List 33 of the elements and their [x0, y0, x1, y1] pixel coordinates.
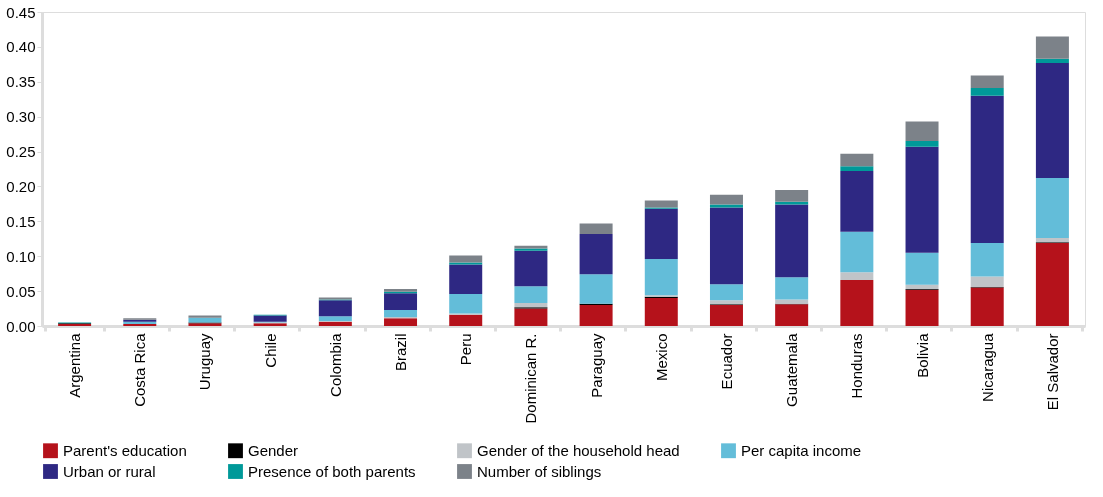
x-tick-label: Argentina [66, 332, 84, 398]
legend-label: Presence of both parents [248, 462, 416, 480]
legend-label: Gender [248, 441, 299, 459]
y-tick-label: 0.40 [6, 38, 36, 56]
x-tick-label: Dominican R. [522, 333, 540, 424]
legend-label: Urban or rural [63, 462, 156, 480]
x-tick-label: Ecuador [717, 333, 735, 390]
y-tick-label: 0.35 [6, 73, 36, 91]
x-tick-label: Uruguay [196, 333, 214, 391]
x-tick-label: Costa Rica [131, 332, 149, 407]
x-tick-label: Guatemala [783, 332, 801, 407]
y-tick-label: 0.05 [6, 282, 36, 300]
x-tick-label: Brazil [392, 333, 410, 372]
y-tick-label: 0.15 [6, 212, 36, 230]
y-tick-label: 0.20 [6, 177, 36, 195]
x-tick-label: El Salvador [1043, 333, 1061, 411]
legend-label: Gender of the household head [477, 441, 680, 459]
legend-label: Number of siblings [477, 462, 602, 480]
legend-label: Parent's education [63, 441, 187, 459]
x-tick-label: Mexico [652, 333, 670, 382]
x-tick-label: Honduras [848, 333, 866, 399]
x-tick-label: Bolivia [913, 332, 931, 378]
x-tick-label: Paraguay [587, 333, 605, 398]
y-tick-label: 0.45 [6, 3, 36, 21]
x-tick-label: Chile [261, 333, 279, 368]
y-tick-label: 0.25 [6, 143, 36, 161]
x-tick-label: Colombia [326, 332, 344, 397]
y-tick-label: 0.00 [6, 317, 36, 335]
legend-label: Per capita income [741, 441, 862, 459]
x-tick-label: Nicaragua [978, 332, 996, 402]
y-tick-label: 0.10 [6, 247, 36, 265]
x-tick-label: Peru [457, 333, 475, 366]
y-tick-label: 0.30 [6, 108, 36, 126]
